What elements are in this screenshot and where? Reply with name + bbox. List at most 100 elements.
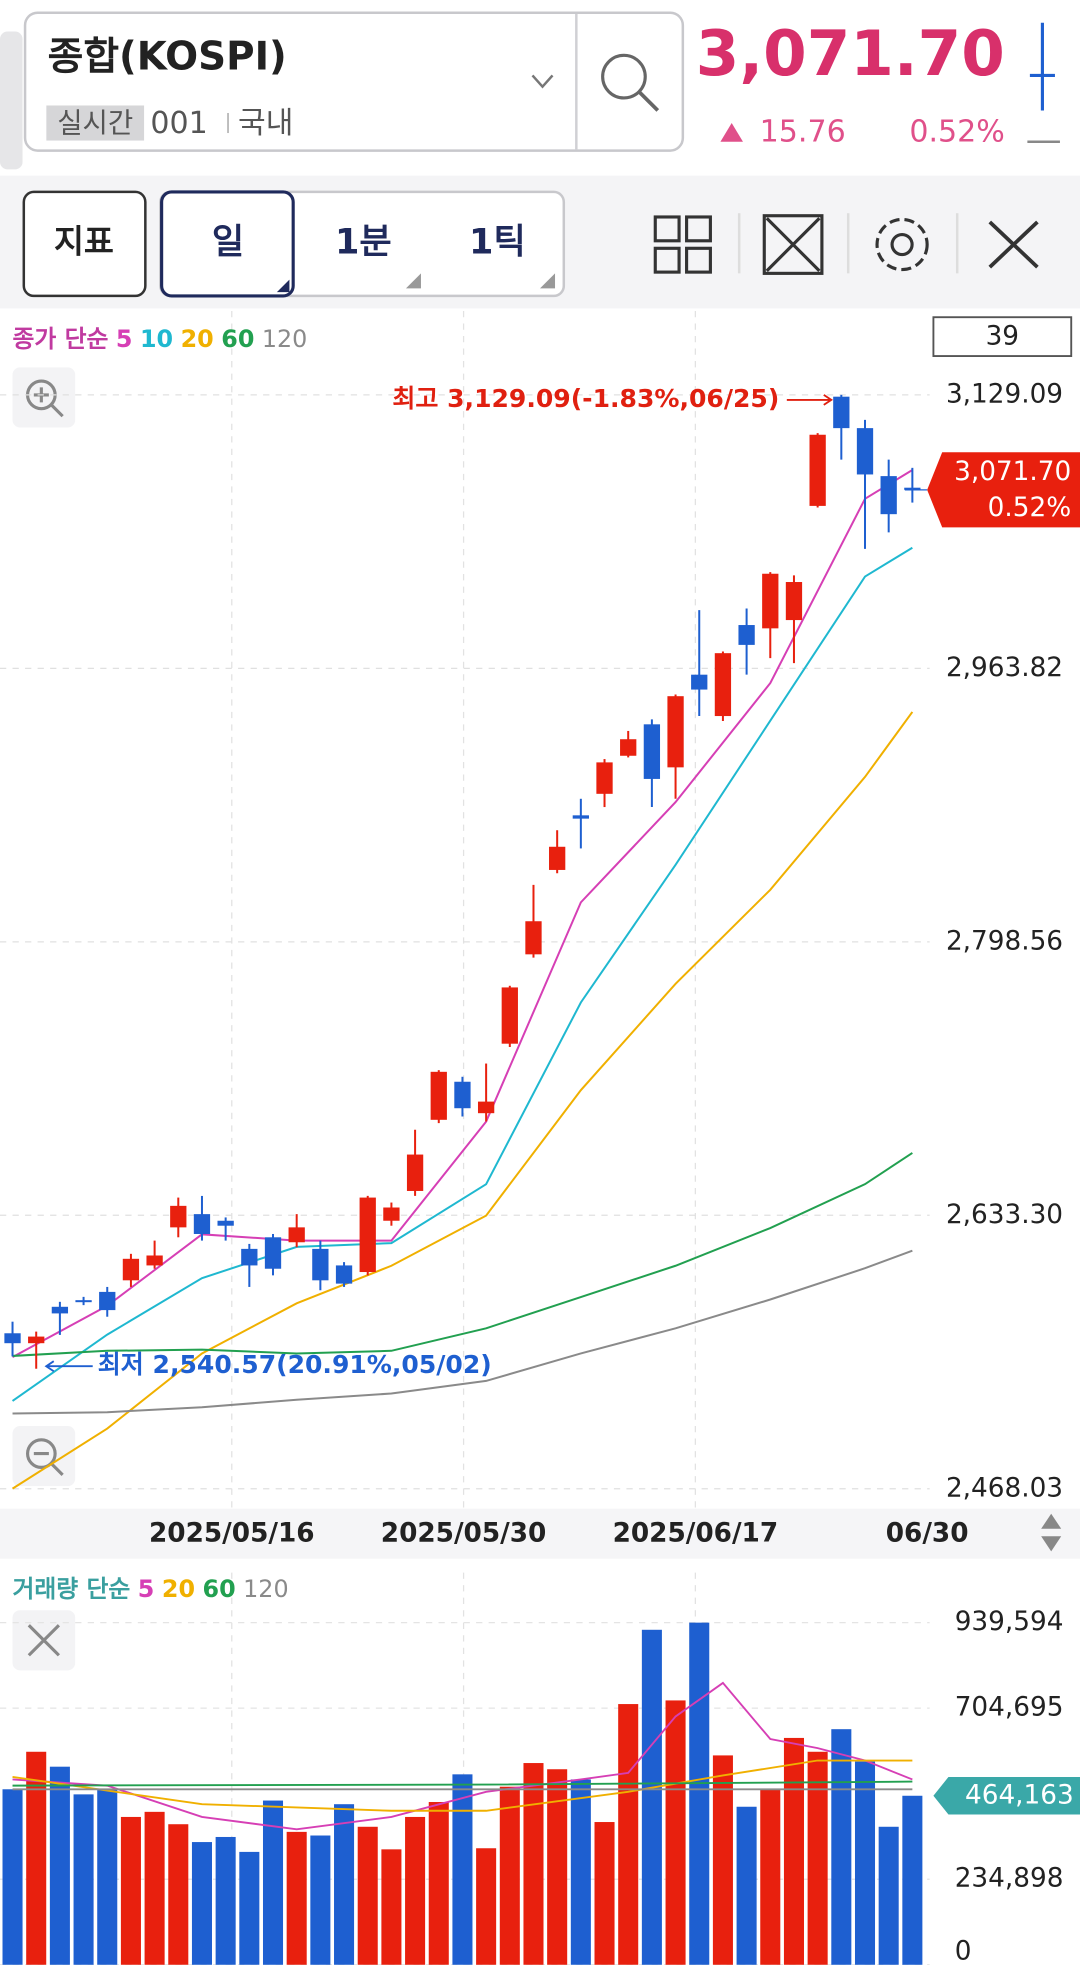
ma-line (11, 546, 913, 1402)
volume-bar (357, 1826, 378, 1965)
zoom-lens (25, 1438, 57, 1469)
volume-bar (2, 1789, 23, 1965)
y-tick-label: 0 (955, 1937, 972, 1965)
candle-body (572, 815, 589, 819)
candle-body (430, 1071, 447, 1120)
volume-bar (428, 1802, 449, 1965)
volume-bar (547, 1769, 568, 1965)
candle-body (785, 582, 803, 621)
price-change: 15.76 (760, 115, 846, 150)
volume-bar (736, 1806, 757, 1965)
tools-icon[interactable] (988, 220, 1039, 269)
volume-bar (49, 1766, 70, 1965)
symbol-box[interactable] (23, 11, 685, 152)
candle-body (833, 396, 850, 429)
zoom-minus (33, 1452, 64, 1476)
close-x (27, 1624, 60, 1657)
volume-bar (618, 1704, 639, 1965)
legend-entry: 20 (181, 324, 214, 352)
indicator-label: 지표 (54, 222, 114, 260)
candle-body (596, 762, 613, 794)
candle-body (75, 1300, 92, 1303)
candle-body (477, 1101, 495, 1114)
volume-bar (452, 1774, 473, 1965)
period-1min[interactable]: 1분 (335, 221, 392, 262)
candle-body (667, 696, 684, 768)
period-selected[interactable] (160, 190, 295, 298)
legend-entry: 120 (243, 1575, 288, 1603)
volume-bar (807, 1751, 828, 1965)
layout-icon[interactable] (653, 215, 712, 274)
volume-bar (310, 1835, 331, 1965)
period-day[interactable]: 일 (212, 221, 244, 262)
zoom-out-icon[interactable] (12, 1426, 76, 1487)
candle-body (454, 1081, 471, 1109)
candle-body (359, 1197, 376, 1273)
volume-bar (760, 1789, 781, 1965)
y-tick-label: 3,129.09 (946, 379, 1063, 409)
scroll-arrows[interactable] (1041, 1513, 1062, 1552)
frame (762, 214, 824, 275)
zoom-in-icon[interactable] (12, 367, 76, 428)
volume-bar (168, 1824, 189, 1965)
side-handle[interactable] (0, 31, 23, 170)
volume-bar (239, 1851, 260, 1965)
y-tick-label: 704,695 (955, 1693, 1064, 1723)
up-triangle (720, 123, 743, 142)
ma-line (12, 469, 913, 1358)
volume-bar (405, 1816, 426, 1965)
last-price-tag (927, 452, 1080, 528)
period-1tick[interactable]: 1틱 (469, 221, 526, 262)
candle-body (525, 921, 542, 955)
candle-body (122, 1258, 140, 1281)
zoom-bg (12, 367, 76, 428)
legend: 종가 단순 5 10 20 60 120 (13, 324, 308, 352)
date-axis-bg (0, 1508, 1080, 1559)
y-tick-label: 2,633.30 (946, 1200, 1063, 1230)
arrow-up (1041, 1513, 1062, 1529)
candle-body (501, 987, 518, 1044)
close-volume-icon[interactable] (12, 1610, 76, 1671)
volume-bar (878, 1826, 899, 1965)
diag (765, 217, 821, 272)
candle-body (193, 1214, 211, 1234)
volume-bar (902, 1795, 923, 1965)
candle-body (264, 1237, 282, 1269)
last-price-label: 3,071.70 (954, 457, 1071, 487)
candle-body (549, 846, 566, 870)
legend-entry: 60 (221, 324, 254, 352)
indicator-button[interactable] (22, 190, 147, 298)
tool (988, 220, 1039, 269)
volume-bar (262, 1800, 284, 1965)
volume-bar (334, 1804, 355, 1965)
cell (653, 246, 681, 274)
volume-bar (665, 1700, 686, 1965)
settings-icon[interactable] (875, 217, 929, 272)
candle-body (714, 653, 732, 717)
candle-body (738, 625, 755, 645)
candle-body (762, 573, 779, 629)
search-handle (637, 90, 660, 112)
cell (685, 246, 712, 274)
volume-bar (144, 1811, 165, 1965)
y-tick-label: 939,594 (955, 1607, 1064, 1637)
volume-bar (594, 1822, 615, 1965)
y-tick-label: 234,898 (955, 1864, 1064, 1894)
search-icon[interactable] (601, 53, 660, 112)
legend-entry: 5 (138, 1575, 155, 1603)
candle-body (620, 739, 637, 756)
low-annotation: 최저 2,540.57(20.91%,05/02) (98, 1350, 492, 1379)
last-change-label: 0.52% (988, 493, 1072, 523)
fullscreen-icon[interactable] (762, 214, 824, 275)
volume-bar (73, 1794, 94, 1965)
volume-bar (381, 1849, 402, 1965)
dropdown-icon[interactable] (531, 74, 554, 89)
ma-line (12, 1152, 913, 1357)
current-price: 3,071.70 (696, 17, 1005, 90)
cell (685, 215, 712, 243)
ma-line (12, 1249, 913, 1415)
x-tick-label: 2025/06/17 (613, 1518, 779, 1548)
gear-hub (890, 232, 914, 257)
symbol-code: 001 (150, 106, 207, 141)
